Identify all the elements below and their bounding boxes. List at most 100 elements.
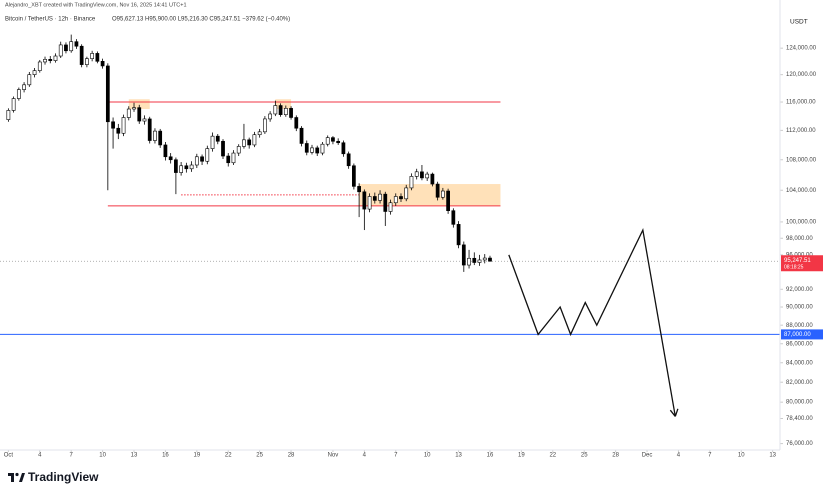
candle-body <box>90 53 95 59</box>
candle-body <box>79 45 84 65</box>
axes: 124,000.00 120,000.00 116,000.00 112,000.00… <box>4 46 823 459</box>
x-tick-label: 28 <box>288 453 295 459</box>
candle-body <box>362 191 367 210</box>
logo-mark <box>15 472 19 477</box>
last-price-bg <box>781 255 823 272</box>
candle-body <box>294 117 299 129</box>
candle-body <box>325 137 330 145</box>
logo-mark <box>19 473 25 482</box>
candle-body <box>22 84 26 90</box>
level-label: 87,000.00 <box>784 332 811 338</box>
candle-body <box>456 224 461 246</box>
candle-body <box>252 134 257 146</box>
candle-body <box>32 70 37 75</box>
x-tick-label: 10 <box>738 453 745 459</box>
logo: TradingView <box>8 470 99 484</box>
x-tick-label: 25 <box>256 453 263 459</box>
x-tick-label: 10 <box>424 453 431 459</box>
candle-body <box>132 107 136 110</box>
candle-body <box>69 41 74 52</box>
candle-body <box>221 140 225 157</box>
y-tick-label: 104,000.00 <box>786 188 817 194</box>
credit: Alejandro_XBT created with TradingView.c… <box>5 2 187 8</box>
symbol: Bitcoin / TetherUS · 12h · Binance <box>5 17 96 23</box>
candle-body <box>393 196 398 204</box>
candle-body <box>147 118 152 141</box>
candle-body <box>137 107 142 122</box>
candle-body <box>37 61 42 71</box>
candle-body <box>184 165 189 170</box>
y-tick-label: 90,000.00 <box>786 305 813 311</box>
y-tick-label: 76,000.00 <box>786 441 813 447</box>
x-tick-label: 16 <box>162 453 169 459</box>
candle-body <box>153 130 157 141</box>
candle-body <box>482 257 487 261</box>
candle-body <box>346 153 351 167</box>
candle-body <box>425 173 430 179</box>
candle-body <box>263 118 267 133</box>
candle-body <box>441 190 445 198</box>
candle-body <box>231 152 236 164</box>
candle-body <box>283 108 288 115</box>
y-tick-label: 82,000.00 <box>786 380 813 386</box>
candle-body <box>352 165 356 187</box>
candle-body <box>236 146 241 154</box>
arrow-head <box>674 408 679 417</box>
y-tick-label: 80,000.00 <box>786 400 813 406</box>
y-tick-label: 84,000.00 <box>786 360 813 366</box>
candle-body <box>320 143 325 154</box>
candle-body <box>205 148 210 162</box>
candle-body <box>289 108 293 118</box>
candle-body <box>399 196 403 200</box>
candle-body <box>126 108 131 118</box>
candle-body <box>247 139 252 146</box>
candle-body <box>409 176 414 189</box>
x-tick-label: Dec <box>642 453 653 459</box>
candle-body <box>116 127 121 134</box>
candle-body <box>16 89 21 99</box>
x-tick-label: 22 <box>225 453 232 459</box>
candle-body <box>27 74 32 86</box>
candle-body <box>100 61 105 67</box>
candle-body <box>336 140 341 144</box>
y-tick-label: 88,000.00 <box>786 323 813 329</box>
x-tick-label: 7 <box>708 453 712 459</box>
y-tick-label: 100,000.00 <box>786 220 817 226</box>
candle-body <box>179 165 183 173</box>
candle-body <box>378 193 382 201</box>
candle-body <box>388 202 393 212</box>
candle-body <box>446 190 450 211</box>
y-tick-label: 98,000.00 <box>786 236 813 242</box>
y-tick-label: 86,000.00 <box>786 341 813 347</box>
candle-body <box>451 210 456 225</box>
currency: USDT <box>790 19 808 26</box>
x-tick-label: 13 <box>769 453 776 459</box>
x-tick-label: 4 <box>38 453 42 459</box>
candle-body <box>200 156 204 162</box>
x-tick-label: 7 <box>394 453 398 459</box>
candle-body <box>310 147 314 153</box>
candle-body <box>257 131 262 136</box>
candle-body <box>477 259 482 263</box>
last-price-label: 95,247.51 <box>784 258 811 264</box>
drawings <box>0 101 780 417</box>
candle-body <box>315 147 320 154</box>
x-tick-label: 25 <box>581 453 588 459</box>
countdown: 08:18:25 <box>784 265 804 271</box>
candle-body <box>48 59 53 61</box>
candle-body <box>341 142 346 155</box>
candle-body <box>430 173 435 185</box>
candle-body <box>11 98 16 111</box>
candle-body <box>372 196 377 201</box>
x-tick-label: 28 <box>612 453 619 459</box>
candle-body <box>367 196 372 210</box>
candle-body <box>58 44 63 57</box>
candle-body <box>210 135 215 149</box>
candle-body <box>74 41 79 47</box>
candle-body <box>226 155 231 164</box>
candle-body <box>278 105 283 115</box>
y-tick-label: 78,400.00 <box>786 416 813 422</box>
candle-body <box>158 130 163 146</box>
x-tick-label: Nov <box>328 453 339 459</box>
